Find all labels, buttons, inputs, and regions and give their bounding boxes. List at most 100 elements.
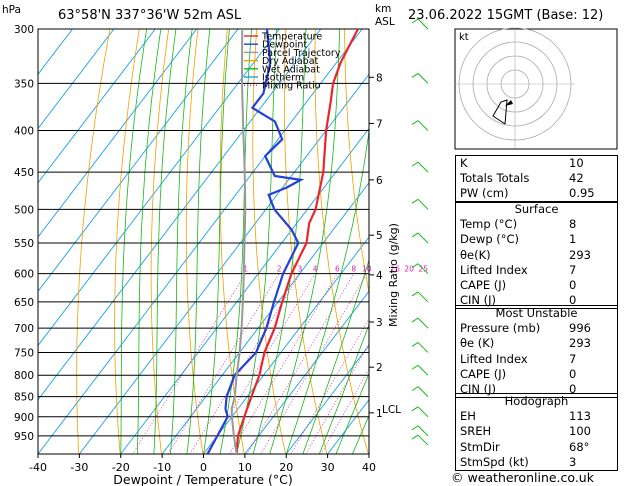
pressure-tick-label: 550 (14, 238, 34, 250)
wind-barb-flag (411, 434, 419, 440)
indices-rows: K 10 Totals Totals 42 PW (cm) 0.95 (456, 156, 617, 202)
wet-adiabat-line (186, 29, 211, 454)
km-tick-label: 8 (376, 72, 383, 84)
isotherm-line (38, 29, 115, 130)
series-line-temperature (235, 29, 359, 454)
unstable-rows: Pressure (mb) 996 θe (K) 293 Lifted Index 7 CA… (456, 321, 617, 397)
index-value: 10 (569, 156, 584, 170)
x-axis-label: Dewpoint / Temperature (°C) (113, 472, 292, 486)
pressure-tick-label: 750 (14, 347, 34, 359)
hodograph-unit-label: kt (459, 32, 469, 43)
isotherm-line (38, 29, 363, 454)
legend-entry: Dewpoint (262, 40, 307, 51)
profiles (206, 29, 359, 454)
x-tick-label: 40 (362, 461, 376, 474)
surface-row: CIN (J) 0 (456, 293, 617, 308)
surface-table: Surface Temp (°C) 8 Dewp (°C) 1 θe(K) 293 Lift… (455, 201, 618, 310)
mixing-ratio-label: 10 (362, 265, 372, 274)
series-line-dewpoint (206, 29, 305, 454)
pressure-tick-label: 300 (14, 24, 34, 36)
hodo-value: 68° (569, 439, 590, 454)
surface-label: Lifted Index (460, 262, 528, 277)
legend-entry: Wet Adiabat (262, 64, 320, 75)
wind-barb-flag (411, 291, 419, 297)
mixing-ratio-line (260, 273, 368, 454)
km-tick-label: 3 (376, 317, 383, 329)
hodo-label: StmDir (460, 439, 500, 454)
wind-barb (417, 342, 429, 353)
legend-entry: Isotherm (262, 73, 304, 84)
legend-entry: Mixing Ratio (262, 81, 321, 92)
mixing-ratio-line (229, 273, 338, 454)
asl-label: ASL (375, 16, 395, 28)
wet-adiabat-line (335, 372, 369, 454)
surface-row: θe(K) 293 (456, 248, 617, 263)
wind-barb-flag (411, 120, 419, 125)
wind-barb (417, 434, 429, 446)
mixing-ratio-line (320, 368, 369, 454)
unstable-table: Most Unstable Pressure (mb) 996 θe (K) 293 L… (455, 305, 618, 399)
unstable-row: CAPE (J) 0 (456, 367, 617, 382)
unstable-value: 0 (569, 366, 577, 381)
pressure-tick-label: 950 (14, 431, 34, 443)
hodo-label: EH (460, 409, 476, 424)
surface-row: Dewp (°C) 1 (456, 232, 617, 247)
surface-label: θe(K) (460, 247, 491, 262)
isotherm-line (161, 182, 369, 454)
x-tick-label: 10 (238, 461, 252, 474)
surface-label: CIN (J) (460, 293, 497, 308)
wind-barb-flag (411, 232, 419, 238)
x-tick-label: -40 (29, 461, 47, 474)
wet-adiabat-line (120, 29, 148, 454)
mixing-ratio-label: 20 (404, 265, 414, 274)
dry-adiabat-line (219, 29, 245, 454)
legend-entry: Parcel Trajectory (262, 48, 341, 59)
hodograph-rows: EH 113 SREH 100 StmDir 68° StmSpd (kt) 3 (456, 409, 617, 470)
km-tick-label: 6 (376, 175, 383, 187)
index-value: 42 (569, 171, 584, 186)
surface-value: 8 (569, 217, 577, 232)
km-tick-label: 2 (376, 362, 383, 374)
mixing-ratio-label: 16 (390, 265, 400, 274)
wind-barb-flag (411, 342, 419, 347)
unstable-value: 293 (569, 336, 591, 351)
pressure-tick-label: 400 (14, 126, 34, 138)
index-value: 0.95 (569, 186, 595, 201)
wet-adiabat-line (203, 29, 230, 454)
surface-row: Lifted Index 7 (456, 263, 617, 278)
unstable-label: θe (K) (460, 336, 495, 351)
plot-frame (37, 28, 370, 455)
isotherm-line (38, 29, 156, 184)
x-tick-label: -20 (112, 461, 130, 474)
pressure-unit-label: hPa (2, 4, 21, 16)
legend-entry: Dry Adiabat (262, 56, 319, 67)
wind-barb-flag (411, 161, 419, 167)
wind-barb-flag (411, 263, 419, 269)
isotherm-line (244, 290, 369, 454)
unstable-label: CAPE (J) (460, 366, 507, 381)
surface-label: CAPE (J) (460, 277, 507, 292)
wind-barb-flag (411, 18, 419, 24)
hodo-row: StmSpd (kt) 3 (456, 455, 617, 470)
wind-barb-flag (411, 72, 419, 78)
wind-barb (417, 263, 429, 275)
indices-table: K 10 Totals Totals 42 PW (cm) 0.95 (455, 155, 618, 203)
datetime-title: 23.06.2022 15GMT (Base: 12) (408, 8, 604, 23)
x-tick-label: 20 (279, 461, 293, 474)
wet-adiabat-line (319, 323, 369, 454)
hodo-value: 113 (569, 409, 591, 424)
hodograph-trace (492, 99, 508, 125)
index-row: K 10 (456, 156, 617, 171)
series-line-parcel-trajectory (230, 29, 247, 454)
hodo-row: EH 113 (456, 409, 617, 424)
surface-value: 0 (569, 277, 577, 292)
legend-entry: Temperature (261, 32, 322, 43)
pressure-tick-label: 900 (14, 412, 34, 424)
pressure-tick-label: 850 (14, 392, 34, 404)
unstable-row: Lifted Index 7 (456, 352, 617, 367)
isotherm-line (79, 73, 369, 454)
wind-barb (417, 232, 429, 244)
x-tick-label: 0 (200, 461, 207, 474)
isotherm-line (38, 29, 322, 401)
